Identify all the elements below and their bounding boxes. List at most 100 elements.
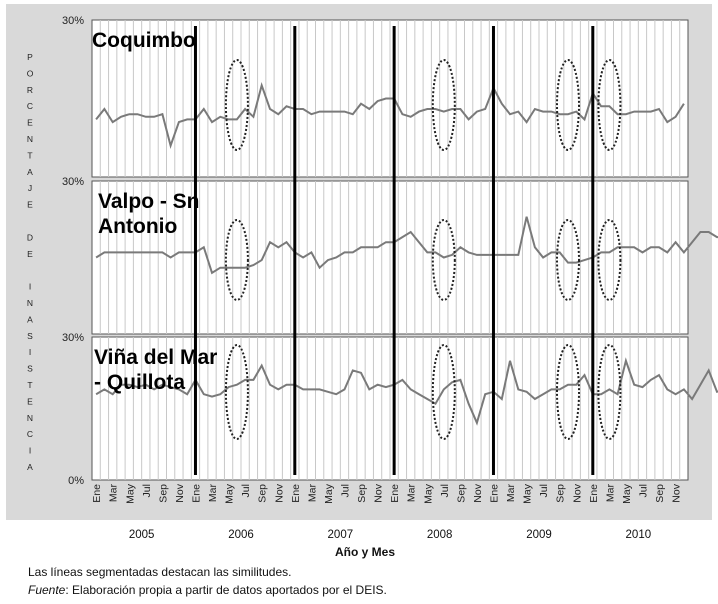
highlight-ellipse [224, 59, 249, 151]
x-tick-label: Nov [273, 483, 285, 502]
panel-title-line: Antonio [98, 215, 177, 238]
x-tick-label: Ene [389, 484, 401, 503]
x-tick-label: Ene [191, 484, 203, 503]
y-axis-label-letter: T [27, 380, 32, 390]
highlight-ellipse [224, 219, 249, 301]
year-label: 2007 [328, 529, 354, 541]
year-label: 2009 [526, 529, 552, 541]
x-tick-label: Nov [571, 483, 583, 502]
caption-source-text: : Elaboración propia a partir de datos a… [65, 583, 387, 597]
x-tick-label: Sep [455, 484, 467, 503]
x-tick-label: Jul [638, 484, 650, 497]
highlight-ellipse [431, 344, 456, 440]
x-tick-label: May [323, 483, 335, 504]
y-axis-label-letter: A [27, 167, 33, 177]
y-axis-label-letter: T [27, 150, 32, 160]
panel-2: 30% Valpo - Sn Antonio [62, 176, 718, 335]
y-axis-label-letter: J [28, 183, 32, 193]
x-tick-label: Sep [257, 484, 269, 503]
x-tick-label: Mar [406, 484, 418, 503]
x-tick-label: May [224, 483, 236, 504]
highlight-ellipse [597, 59, 622, 151]
y-axis-label-letter: C [27, 101, 33, 111]
highlight-ellipse [431, 59, 456, 151]
y-axis-label-letter: N [27, 298, 33, 308]
panel-title: Coquimbo [92, 29, 196, 52]
y-tick-label: 30% [62, 15, 84, 27]
caption-source: Fuente: Elaboración propia a partir de d… [28, 583, 387, 597]
overlays [193, 26, 622, 475]
series-line [95, 216, 718, 275]
y-axis-label-letter: P [27, 52, 33, 62]
panel-title-line: - Quillota [94, 371, 185, 394]
panel-title: Viña del Mar - Quillota [94, 346, 217, 394]
panel-3: 30% 0% Viña del Mar - Quillota [62, 332, 718, 487]
x-tick-label: Mar [108, 484, 120, 503]
x-tick-label: Sep [157, 484, 169, 503]
y-axis-label-letter: A [27, 462, 33, 472]
year-label: 2010 [626, 529, 652, 541]
x-tick-label: Ene [489, 484, 501, 503]
series-line [95, 357, 718, 426]
x-tick-label: Sep [555, 484, 567, 503]
x-axis: Ene Mar May Jul Sep Nov Ene Mar May Jul Sep Nov Ene M… [91, 483, 683, 541]
x-axis-title: Año y Mes [335, 545, 395, 559]
year-label: 2005 [129, 529, 155, 541]
x-tick-label: Jul [439, 484, 451, 497]
y-tick-label: 30% [62, 176, 84, 188]
y-axis-label-letter: N [27, 134, 33, 144]
y-axis-label-letter: E [27, 118, 33, 128]
highlight-ellipse [556, 344, 580, 440]
panels: 30% Coquimbo 30% Valpo - Sn Antonio 30% 0% Viña… [62, 15, 718, 487]
x-tick-label: Nov [671, 483, 683, 502]
y-axis-label-letter: C [27, 429, 33, 439]
highlight-ellipse [224, 344, 249, 440]
panel-1: 30% Coquimbo [62, 15, 689, 178]
x-tick-label: May [522, 483, 534, 504]
y-axis-label-letter: I [29, 446, 31, 456]
x-tick-label: Mar [207, 484, 219, 503]
x-tick-label: May [422, 483, 434, 504]
caption-source-label: Fuente [28, 583, 66, 597]
x-tick-label: Nov [472, 483, 484, 502]
panel-title-line: Valpo - Sn [98, 190, 200, 213]
y-axis-label-letter: E [27, 396, 33, 406]
y-axis-label-letter: E [27, 200, 33, 210]
year-label: 2008 [427, 529, 453, 541]
x-tick-label: Jul [538, 484, 550, 497]
y-axis-label-letter: S [27, 331, 33, 341]
x-tick-label: Sep [356, 484, 368, 503]
y-axis-label-letter: E [27, 249, 33, 259]
y-axis-label-letter: D [27, 232, 33, 242]
highlight-ellipse [431, 219, 456, 301]
highlight-ellipse [556, 59, 580, 151]
x-tick-label: Sep [654, 484, 666, 503]
x-tick-label: Nov [174, 483, 186, 502]
year-label: 2006 [228, 529, 254, 541]
x-tick-label: Mar [604, 484, 616, 503]
panel-title: Valpo - Sn Antonio [98, 190, 200, 238]
x-tick-label: Ene [290, 484, 302, 503]
panel-title-line: Viña del Mar [94, 346, 217, 369]
x-tick-label: Jul [340, 484, 352, 497]
x-tick-label: Mar [505, 484, 517, 503]
x-tick-label: Jul [240, 484, 252, 497]
y-axis-label-letter: N [27, 413, 33, 423]
y-axis-label-letter: I [29, 282, 31, 292]
highlight-ellipse [597, 219, 622, 301]
highlight-ellipse [556, 219, 580, 301]
y-axis-label-letter: A [27, 314, 33, 324]
x-tick-label: May [621, 483, 633, 504]
y-axis-label-letter: I [29, 347, 31, 357]
x-tick-label: Ene [91, 484, 103, 503]
x-tick-label: Jul [141, 484, 153, 497]
y-axis-label-letter: R [27, 85, 33, 95]
y-axis-label-letter: S [27, 364, 33, 374]
x-tick-label: Ene [588, 484, 600, 503]
caption-note: Las líneas segmentadas destacan las simi… [28, 565, 292, 579]
x-tick-label: Mar [306, 484, 318, 503]
x-tick-label: Nov [373, 483, 385, 502]
x-tick-label: May [124, 483, 136, 504]
